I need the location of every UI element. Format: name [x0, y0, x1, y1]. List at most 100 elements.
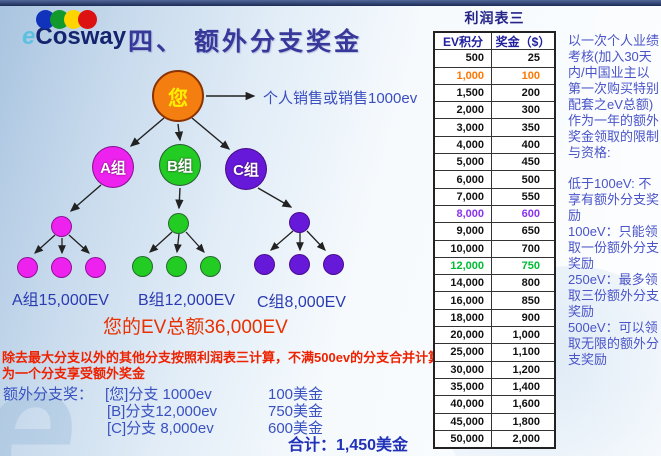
ev-points-cell: 10,000 [450, 242, 484, 255]
group-a-total: A组15,000EV [12, 292, 109, 309]
group-c-total: C组8,000EV [257, 294, 346, 311]
bonus-cell: 200 [491, 84, 554, 102]
table-row: 14,000 800 [435, 274, 554, 292]
tree-node-you-label: 您 [168, 87, 188, 110]
ev-points-cell: 50,000 [450, 432, 484, 445]
ev-points-cell: 20,000 [450, 329, 484, 342]
table-row: 6,000 500 [435, 170, 554, 188]
qualification-rules: 以一次个人业绩考核(加入30天内/中国业主以第一次购买特别配套之eV总额)作为一… [568, 33, 659, 368]
ecosway-logo: eCosway [14, 10, 134, 52]
branch-tree-diagram: 您 A组 B组 C组 个人销售或销售1000ev A组15,000EV B组12… [0, 0, 432, 338]
bonus-cell: 650 [491, 223, 554, 240]
table-row: 45,000 1,800 [435, 412, 554, 430]
rule-paragraph: 以一次个人业绩考核(加入30天内/中国业主以第一次购买特别配套之eV总额)作为一… [568, 33, 660, 160]
table-row: 25,000 1,100 [435, 343, 554, 361]
bonus-amount-c: 600美金 [268, 420, 324, 437]
tree-node [132, 256, 153, 277]
tree-node [85, 257, 106, 278]
ev-points-cell: 8,000 [456, 208, 484, 221]
group-c-label: C组 [233, 161, 259, 179]
table-row: 3,000 350 [435, 118, 554, 136]
ev-points-cell: 2,000 [456, 104, 484, 117]
tree-node-group-a: A组 [92, 146, 134, 188]
bonus-cell: 300 [491, 102, 554, 119]
ev-points-cell: 6,000 [456, 173, 484, 186]
table-row: 30,000 1,200 [435, 360, 554, 378]
table-row: 35,000 1,400 [435, 377, 554, 396]
bonus-cell: 1,200 [491, 361, 554, 378]
tree-node [289, 212, 310, 233]
tree-node [17, 257, 38, 278]
rule-note-line2: 为一个分支享受额外奖金 [2, 366, 146, 381]
bonus-cell: 800 [491, 275, 554, 292]
rule-paragraph: 低于100eV: 不享有额外分支奖励 [568, 176, 660, 223]
profit-table-title: 利润表三 [464, 10, 525, 26]
ev-points-cell: 25,000 [450, 346, 484, 359]
ev-points-cell: 4,000 [456, 138, 484, 151]
ev-points-cell: 1,000 [456, 69, 484, 82]
bonus-cell: 25 [491, 50, 554, 67]
rule-note-line1: 除去最大分支以外的其他分支按照利润表三计算，不满500ev的分支合并计算 [2, 350, 442, 365]
bonus-cell: 1,400 [491, 378, 554, 396]
ev-points-cell: 500 [465, 52, 484, 65]
bonus-branch-c: [C]分支 8,000ev [107, 420, 214, 437]
total-ev-text: 您的EV总额36,000EV [103, 317, 288, 338]
table-row: 18,000 900 [435, 308, 554, 327]
ev-points-cell: 1,500 [456, 87, 484, 100]
tree-node [254, 254, 275, 275]
bonus-branch-you: [您]分支 1000ev [105, 386, 212, 403]
tree-node [168, 213, 189, 234]
rule-paragraph: 100eV：只能领取一份额外分支奖励 [568, 224, 660, 271]
bonus-amount-you: 100美金 [268, 386, 324, 403]
table-row: 1,500 200 [435, 83, 554, 102]
bonus-cell: 350 [491, 119, 554, 136]
tree-node [200, 256, 221, 277]
personal-sales-note: 个人销售或销售1000ev [263, 90, 418, 107]
ev-points-cell: 12,000 [450, 260, 484, 272]
bonus-cell: 1,800 [491, 413, 554, 430]
group-b-label: B组 [167, 157, 193, 175]
profit-table: EV积分 奖金（$） 500 25 1,000 100 1,500 200 2,000 300… [433, 31, 556, 449]
ev-points-cell: 18,000 [450, 311, 484, 324]
tree-node [51, 257, 72, 278]
bonus-cell: 500 [491, 171, 554, 188]
table-header-row: EV积分 奖金（$） [435, 33, 554, 50]
tree-node-you: 您 [152, 70, 204, 122]
bonus-total: 合计：1,450美金 [288, 437, 409, 454]
ev-points-cell: 45,000 [450, 415, 484, 428]
bonus-cell: 400 [491, 136, 554, 154]
table-row: 12,000 750 [435, 256, 554, 275]
bonus-cell: 600 [491, 205, 554, 223]
tree-node [289, 254, 310, 275]
tree-node-group-c: C组 [225, 148, 267, 190]
ev-points-cell: 14,000 [450, 277, 484, 290]
rule-paragraph: 250eV：最多领取三份额外分支奖励 [568, 272, 660, 319]
group-a-label: A组 [100, 159, 126, 177]
tree-node [166, 256, 187, 277]
bonus-cell: 850 [491, 292, 554, 309]
table-row: 16,000 850 [435, 291, 554, 309]
table-row: 20,000 1,000 [435, 326, 554, 344]
bonus-branch-b: [B]分支12,000ev [107, 403, 218, 420]
bonus-cell: 1,600 [491, 396, 554, 413]
bonus-amount-b: 750美金 [268, 403, 324, 420]
bonus-cell: 900 [491, 309, 554, 327]
table-row: 50,000 2,000 [435, 429, 554, 448]
tree-node [51, 216, 72, 237]
ev-points-cell: 40,000 [450, 398, 484, 411]
bonus-cell: 100 [491, 67, 554, 84]
bonus-cell: 1,000 [491, 327, 554, 344]
bonus-cell: 2,000 [491, 430, 554, 448]
bonus-section-label: 额外分支奖： [3, 386, 94, 403]
table-row: 4,000 400 [435, 135, 554, 154]
tree-node [323, 254, 344, 275]
table-row: 5,000 450 [435, 153, 554, 171]
logo-letter-e: e [22, 23, 36, 50]
bonus-cell: 550 [491, 188, 554, 205]
page-title: 四、 额外分支奖金 [128, 28, 362, 56]
bonus-cell: 450 [491, 154, 554, 171]
ev-points-cell: 5,000 [456, 156, 484, 169]
table-header-ev: EV积分 [442, 34, 483, 49]
bonus-cell: 700 [491, 240, 554, 257]
